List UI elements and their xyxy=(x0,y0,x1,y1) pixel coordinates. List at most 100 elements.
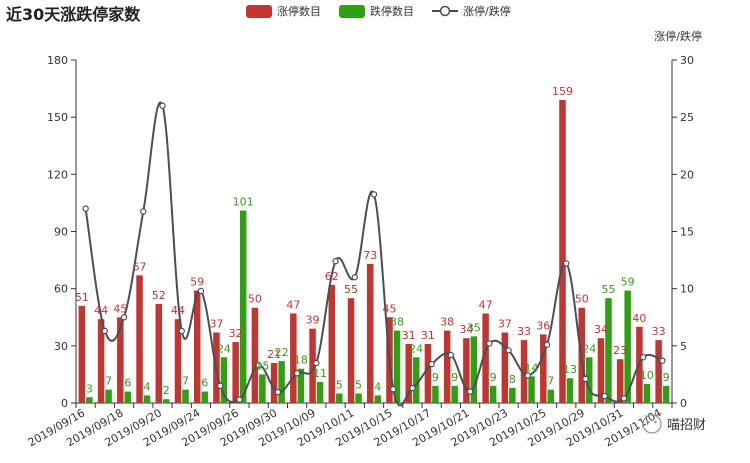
watermark-text: 喵招财 xyxy=(667,418,706,433)
y-right-tick-label: 5 xyxy=(680,340,687,353)
data-label-limit-up: 32 xyxy=(229,327,243,340)
bar-limit-up xyxy=(520,340,528,403)
wechat-icon xyxy=(642,414,662,434)
data-label-limit-up: 34 xyxy=(459,323,473,336)
legend-item[interactable]: 涨停数目 xyxy=(246,4,321,18)
bar-limit-down xyxy=(297,368,305,403)
data-label-limit-down: 6 xyxy=(124,377,131,390)
bar-limit-up xyxy=(251,307,259,403)
data-label-limit-down: 7 xyxy=(547,375,554,388)
y-right-tick-label: 10 xyxy=(680,283,694,296)
y-left-tick-label: 180 xyxy=(47,54,68,67)
data-label-limit-down: 13 xyxy=(563,363,577,376)
legend-item[interactable]: 跌停数目 xyxy=(339,4,414,18)
y-right-tick-label: 15 xyxy=(680,226,694,239)
bar-limit-down xyxy=(470,336,478,403)
ratio-point xyxy=(101,327,109,335)
ratio-point xyxy=(120,314,128,321)
legend[interactable]: 涨停数目 跌停数目 涨停/跌停 xyxy=(246,4,511,18)
ratio-point xyxy=(582,375,589,383)
bar-limit-down xyxy=(662,385,670,403)
ratio-point xyxy=(82,205,89,212)
bar-limit-up xyxy=(482,313,489,403)
bar-limit-down xyxy=(547,389,555,403)
ratio-point xyxy=(601,392,608,400)
bar-limit-up xyxy=(232,342,239,403)
data-label-limit-up: 33 xyxy=(652,325,666,338)
y-left-tick-label: 90 xyxy=(54,226,68,239)
data-label-limit-up: 31 xyxy=(421,329,435,342)
data-label-limit-up: 73 xyxy=(363,249,377,262)
data-label-limit-up: 50 xyxy=(575,293,589,306)
legend-label: 涨停/跌停 xyxy=(463,4,511,18)
data-label-limit-down: 3 xyxy=(86,382,93,395)
bar-limit-down xyxy=(643,383,651,403)
data-label-limit-up: 52 xyxy=(152,289,166,302)
bar-limit-up xyxy=(347,298,355,403)
bar-limit-down xyxy=(509,387,516,403)
data-label-limit-up: 34 xyxy=(594,323,608,336)
bar-limit-down xyxy=(239,210,247,403)
data-label-limit-down: 9 xyxy=(490,371,497,384)
data-label-limit-down: 22 xyxy=(275,346,289,359)
bar-limit-down xyxy=(163,399,170,403)
bar-limit-down xyxy=(393,330,401,403)
data-label-limit-down: 5 xyxy=(355,378,362,391)
y-right-tick-label: 0 xyxy=(680,397,687,410)
chart-title: 近30天涨跌停家数 xyxy=(6,5,141,24)
bar-limit-up xyxy=(443,330,451,403)
wechat-icon-eye xyxy=(647,420,650,424)
bar-limit-up xyxy=(193,290,201,403)
ratio-point xyxy=(428,360,435,368)
bar-limit-down xyxy=(528,376,535,403)
bar-limit-down xyxy=(259,374,266,403)
data-label-limit-down: 11 xyxy=(313,367,327,380)
data-label-limit-up: 47 xyxy=(479,298,493,311)
legend-item[interactable]: 涨停/跌停 xyxy=(432,4,511,18)
data-label-limit-down: 5 xyxy=(336,378,343,391)
ratio-point xyxy=(293,370,301,377)
data-label-limit-down: 9 xyxy=(451,371,458,384)
data-label-limit-down: 9 xyxy=(432,371,439,384)
legend-swatch-marker xyxy=(439,5,451,17)
ratio-point xyxy=(620,395,628,402)
y-left-tick-label: 30 xyxy=(54,340,68,353)
ratio-point xyxy=(236,396,243,403)
watermark: 喵招财 xyxy=(642,414,706,434)
ratio-point xyxy=(159,102,166,109)
bar-limit-down xyxy=(316,382,324,403)
bar-limit-down xyxy=(412,357,420,403)
data-label-limit-down: 9 xyxy=(663,371,670,384)
data-label-limit-down: 38 xyxy=(390,316,404,329)
bar-limit-up xyxy=(290,313,297,403)
bar-limit-down xyxy=(451,385,458,403)
bar-limit-up xyxy=(405,343,412,403)
bar-limit-down xyxy=(124,391,132,403)
data-label-limit-up: 39 xyxy=(306,314,320,327)
bar-limit-up xyxy=(540,334,547,403)
data-label-limit-down: 2 xyxy=(163,384,170,397)
data-label-limit-up: 50 xyxy=(248,293,262,306)
bar-limit-up xyxy=(616,359,624,403)
data-label-limit-up: 59 xyxy=(190,276,204,289)
data-label-limit-up: 45 xyxy=(382,302,396,315)
bar-limit-down xyxy=(220,357,228,403)
y-right-tick-label: 20 xyxy=(680,168,694,181)
data-label-limit-down: 24 xyxy=(409,342,423,355)
ratio-point xyxy=(639,354,647,361)
ratio-point xyxy=(390,386,397,393)
bar-limit-up xyxy=(97,319,105,403)
data-label-limit-up: 23 xyxy=(613,344,627,357)
data-label-limit-down: 10 xyxy=(640,369,654,382)
data-label-limit-up: 62 xyxy=(325,270,339,283)
bar-limit-up xyxy=(367,263,374,403)
bar-limit-down xyxy=(201,391,208,403)
data-label-limit-up: 47 xyxy=(286,298,300,311)
data-label-limit-down: 4 xyxy=(374,380,381,393)
bar-limit-up xyxy=(559,100,566,404)
data-label-limit-up: 159 xyxy=(552,85,573,98)
bar-limit-up xyxy=(309,328,316,403)
y-left-tick-label: 0 xyxy=(61,397,68,410)
